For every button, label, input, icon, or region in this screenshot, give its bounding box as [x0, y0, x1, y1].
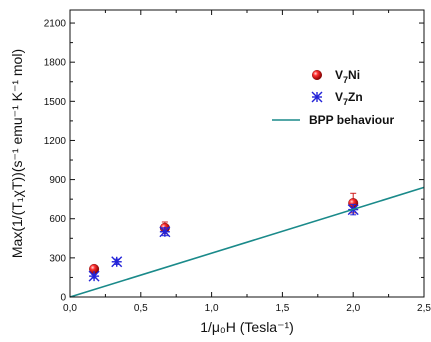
v7zn-point: [111, 256, 123, 268]
x-tick-label: 0,5: [134, 303, 148, 314]
y-tick-label: 1800: [44, 58, 67, 69]
x-tick-label: 2,5: [417, 303, 431, 314]
legend: V7Ni V7Zn BPP behaviour: [272, 68, 394, 127]
x-axis-title: 1/μ₀H (Tesla⁻¹): [200, 319, 294, 335]
plot-frame: [69, 9, 425, 298]
y-tick-label: 1200: [44, 136, 67, 147]
v7zn-point: [159, 226, 171, 238]
x-tick-label: 1,0: [205, 303, 219, 314]
y-tick-label: 1500: [44, 97, 67, 108]
y-tick-label: 0: [60, 293, 66, 304]
y-tick-label: 900: [49, 175, 66, 186]
y-tick-label: 600: [49, 214, 66, 225]
x-tick-label: 1,5: [275, 303, 289, 314]
legend-label: BPP behaviour: [309, 113, 394, 127]
y-tick-label: 2100: [44, 19, 67, 30]
v7zn-point: [88, 270, 100, 282]
bpp-line: [69, 186, 425, 298]
x-tick-label: 0,0: [63, 303, 77, 314]
legend-v7ni-marker: [312, 69, 323, 80]
legend-label: V7Ni: [335, 68, 360, 85]
y-tick-label: 300: [49, 253, 66, 264]
x-tick-label: 2,0: [346, 303, 360, 314]
legend-label: V7Zn: [335, 90, 363, 107]
y-axis-title: Max(1/(T₁χT))(s⁻¹ emu⁻¹ K⁻¹ mol): [9, 49, 25, 258]
legend-v7zn-marker: [311, 91, 323, 103]
